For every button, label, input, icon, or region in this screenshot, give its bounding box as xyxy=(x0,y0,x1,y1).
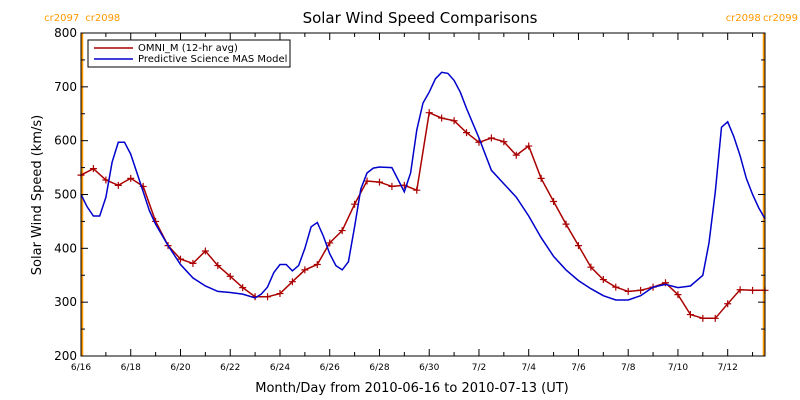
data-point-omni xyxy=(550,197,558,205)
x-tick-label: 6/22 xyxy=(220,363,240,373)
legend: OMNI_M (12-hr avg) Predictive Science MA… xyxy=(87,39,291,68)
data-point-omni xyxy=(264,293,272,301)
x-tick-label: 6/20 xyxy=(170,363,190,373)
x-tick-label: 7/6 xyxy=(571,363,586,373)
data-point-omni xyxy=(313,260,321,268)
x-tick-label: 7/2 xyxy=(472,363,486,373)
data-point-omni xyxy=(463,129,471,137)
x-axis-label: Month/Day from 2010-06-16 to 2010-07-13 … xyxy=(255,381,568,396)
y-tick-label: 300 xyxy=(54,295,77,309)
x-tick-label: 6/16 xyxy=(71,363,91,373)
y-tick-label: 200 xyxy=(54,349,77,363)
data-point-omni xyxy=(239,284,247,292)
data-point-omni xyxy=(637,286,645,294)
legend-label-mas: Predictive Science MAS Model xyxy=(138,54,287,65)
data-point-omni xyxy=(201,247,209,255)
x-tick-label: 7/12 xyxy=(718,363,738,373)
x-tick-label: 6/26 xyxy=(320,363,340,373)
data-point-omni xyxy=(574,242,582,250)
data-point-omni xyxy=(438,114,446,122)
data-point-omni xyxy=(674,291,682,299)
data-point-omni xyxy=(301,266,309,274)
carrington-label-after: cr2098 xyxy=(85,13,120,24)
x-tick-label: 7/4 xyxy=(521,363,536,373)
data-point-omni xyxy=(89,165,97,173)
data-point-omni xyxy=(326,239,334,247)
data-point-omni xyxy=(599,276,607,284)
data-point-omni xyxy=(388,182,396,190)
x-tick-label: 6/24 xyxy=(270,363,290,373)
x-tick-label: 6/18 xyxy=(121,363,141,373)
data-point-omni xyxy=(450,117,458,125)
data-point-omni xyxy=(525,142,533,150)
x-tick-label: 6/30 xyxy=(419,363,439,373)
data-point-omni xyxy=(226,272,234,280)
data-point-omni xyxy=(500,138,508,146)
data-point-omni xyxy=(537,174,545,182)
y-tick-label: 800 xyxy=(54,26,77,40)
carrington-label-before: cr2098 xyxy=(726,13,761,24)
data-point-omni xyxy=(587,263,595,271)
series-line-mas-model xyxy=(80,71,766,301)
data-point-omni xyxy=(127,174,135,182)
data-point-omni xyxy=(189,259,197,267)
data-point-omni xyxy=(699,314,707,322)
x-tick-label: 7/10 xyxy=(668,363,688,373)
carrington-label-before: cr2097 xyxy=(44,13,79,24)
legend-label-omni: OMNI_M (12-hr avg) xyxy=(138,43,238,54)
data-point-omni xyxy=(624,287,632,295)
data-point-omni xyxy=(276,290,284,298)
data-point-omni xyxy=(288,278,296,286)
data-point-omni xyxy=(114,181,122,189)
data-point-omni xyxy=(724,300,732,308)
y-tick-label: 400 xyxy=(54,241,77,255)
chart-title: Solar Wind Speed Comparisons xyxy=(303,9,538,27)
data-point-omni xyxy=(711,314,719,322)
data-point-omni xyxy=(425,109,433,117)
data-point-omni xyxy=(612,283,620,291)
data-point-omni xyxy=(413,186,421,194)
data-point-omni xyxy=(749,286,757,294)
carrington-label-after: cr2099 xyxy=(763,13,798,24)
data-point-omni xyxy=(686,311,694,319)
x-tick-label: 7/8 xyxy=(621,363,636,373)
y-tick-label: 500 xyxy=(54,188,77,202)
data-point-omni xyxy=(736,286,744,294)
data-point-omni xyxy=(351,200,359,208)
data-point-omni xyxy=(375,178,383,186)
y-tick-label: 700 xyxy=(54,80,77,94)
legend-box xyxy=(87,39,291,68)
data-point-omni xyxy=(176,255,184,263)
data-point-omni xyxy=(338,227,346,235)
data-point-omni xyxy=(562,220,570,228)
y-axis-label: Solar Wind Speed (km/s) xyxy=(30,115,45,275)
y-tick-label: 600 xyxy=(54,134,77,148)
data-point-omni xyxy=(487,134,495,142)
data-point-omni xyxy=(512,151,520,159)
x-tick-label: 6/28 xyxy=(369,363,389,373)
data-point-omni xyxy=(214,262,222,270)
